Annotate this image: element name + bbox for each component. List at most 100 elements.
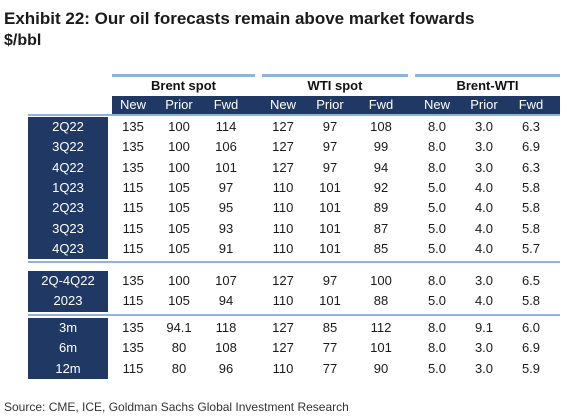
table-cell: 3.0	[474, 119, 494, 134]
table-cell: 4.0	[474, 200, 494, 216]
table-cell: 9.1	[474, 320, 494, 335]
table-cell: 3.0	[474, 273, 494, 288]
table-cell: 77	[322, 340, 338, 356]
table-cell: 5.8	[521, 200, 541, 216]
header-bar-spread	[415, 74, 560, 77]
table-cell: 127	[272, 159, 294, 175]
table-cell: 100	[168, 159, 190, 175]
table-cell: 110	[272, 240, 294, 256]
table-cell: 112	[370, 320, 392, 335]
table-cell: 135	[122, 340, 144, 356]
table-cell: 5.7	[521, 240, 541, 256]
table-cell: 100	[168, 139, 190, 155]
table-cell: 115	[122, 360, 144, 376]
row-label: 4Q22	[52, 159, 84, 175]
table-cell: 6.9	[521, 139, 541, 155]
table-cell: 92	[373, 179, 389, 195]
table-cell: 6.5	[521, 273, 541, 288]
table-cell: 97	[322, 159, 338, 175]
row-label: 2Q22	[52, 119, 84, 134]
table-cell: 90	[373, 360, 389, 376]
table-cell: 5.0	[427, 220, 447, 236]
table-cell: 8.0	[427, 320, 447, 335]
table-cell: 115	[122, 220, 144, 236]
group-header-spread: Brent-WTI	[415, 77, 560, 94]
table-cell: 5.0	[427, 200, 447, 216]
table-cell: 100	[370, 273, 392, 288]
row-label-block	[28, 117, 108, 260]
table-cell: 110	[272, 179, 294, 195]
table-cell: 8.0	[427, 119, 447, 134]
table-cell: 87	[373, 220, 389, 236]
table-cell: 105	[168, 179, 190, 195]
table-cell: 135	[122, 320, 144, 335]
row-label: 3Q22	[52, 139, 84, 155]
table-cell: 85	[322, 320, 338, 335]
table-cell: 5.8	[521, 179, 541, 195]
table-cell: 3.0	[474, 159, 494, 175]
row-label: 2Q23	[52, 200, 84, 216]
table-cell: 127	[272, 340, 294, 356]
table-cell: 96	[218, 360, 234, 376]
table-cell: 4.0	[474, 240, 494, 256]
table-cell: 3.0	[474, 340, 494, 356]
table-cell: 91	[218, 240, 234, 256]
table-cell: 127	[272, 273, 294, 288]
table-cell: 115	[122, 240, 144, 256]
table-cell: 106	[215, 139, 237, 155]
table-cell: 101	[215, 159, 237, 175]
row-label: 4Q23	[52, 240, 84, 256]
table-cell: 115	[122, 200, 144, 216]
table-cell: 94	[373, 159, 389, 175]
table-cell: 101	[319, 220, 341, 236]
exhibit-title: Exhibit 22: Our oil forecasts remain abo…	[4, 9, 475, 28]
subheader-new: New	[269, 97, 296, 112]
header-bar-wti	[262, 74, 408, 77]
subheader-prior: Prior	[316, 97, 344, 112]
table-cell: 110	[272, 200, 294, 216]
units-label: $/bbl	[4, 32, 42, 49]
subheader-new: New	[119, 97, 146, 112]
table-cell: 8.0	[427, 273, 447, 288]
row-label: 3m	[58, 320, 78, 335]
row-label: 2Q-4Q22	[41, 273, 95, 288]
table-cell: 101	[319, 240, 341, 256]
table-cell: 108	[215, 340, 237, 356]
table-cell: 4.0	[474, 179, 494, 195]
table-cell: 97	[322, 119, 338, 134]
table-cell: 94.1	[166, 320, 192, 335]
table-cell: 127	[272, 139, 294, 155]
table-cell: 101	[319, 179, 341, 195]
table-cell: 99	[373, 139, 389, 155]
table-cell: 89	[373, 200, 389, 216]
table-cell: 105	[168, 220, 190, 236]
table-cell: 105	[168, 240, 190, 256]
group-header-wti: WTI spot	[262, 77, 408, 94]
subheader-fwd: Fwd	[213, 97, 239, 112]
table-cell: 88	[373, 293, 389, 309]
subheader-fwd: Fwd	[368, 97, 394, 112]
header-bar-brent	[112, 74, 255, 77]
row-label: 6m	[58, 340, 78, 356]
subheader-new: New	[423, 97, 450, 112]
table-cell: 135	[122, 119, 144, 134]
table-cell: 6.9	[521, 340, 541, 356]
table-cell: 3.0	[474, 360, 494, 376]
table-cell: 6.3	[521, 119, 541, 134]
subheader-fwd: Fwd	[518, 97, 544, 112]
table-cell: 5.0	[427, 179, 447, 195]
table-cell: 135	[122, 159, 144, 175]
table-cell: 127	[272, 320, 294, 335]
row-label-block	[28, 271, 108, 312]
table-cell: 4.0	[474, 293, 494, 309]
row-label: 2023	[53, 293, 83, 309]
row-label: 1Q23	[52, 179, 84, 195]
table-cell: 127	[272, 119, 294, 134]
table-cell: 135	[122, 273, 144, 288]
table-cell: 105	[168, 293, 190, 309]
table-cell: 77	[322, 360, 338, 376]
table-cell: 101	[319, 293, 341, 309]
table-cell: 5.0	[427, 360, 447, 376]
source-note: Source: CME, ICE, Goldman Sachs Global I…	[4, 400, 349, 414]
table-cell: 8.0	[427, 159, 447, 175]
